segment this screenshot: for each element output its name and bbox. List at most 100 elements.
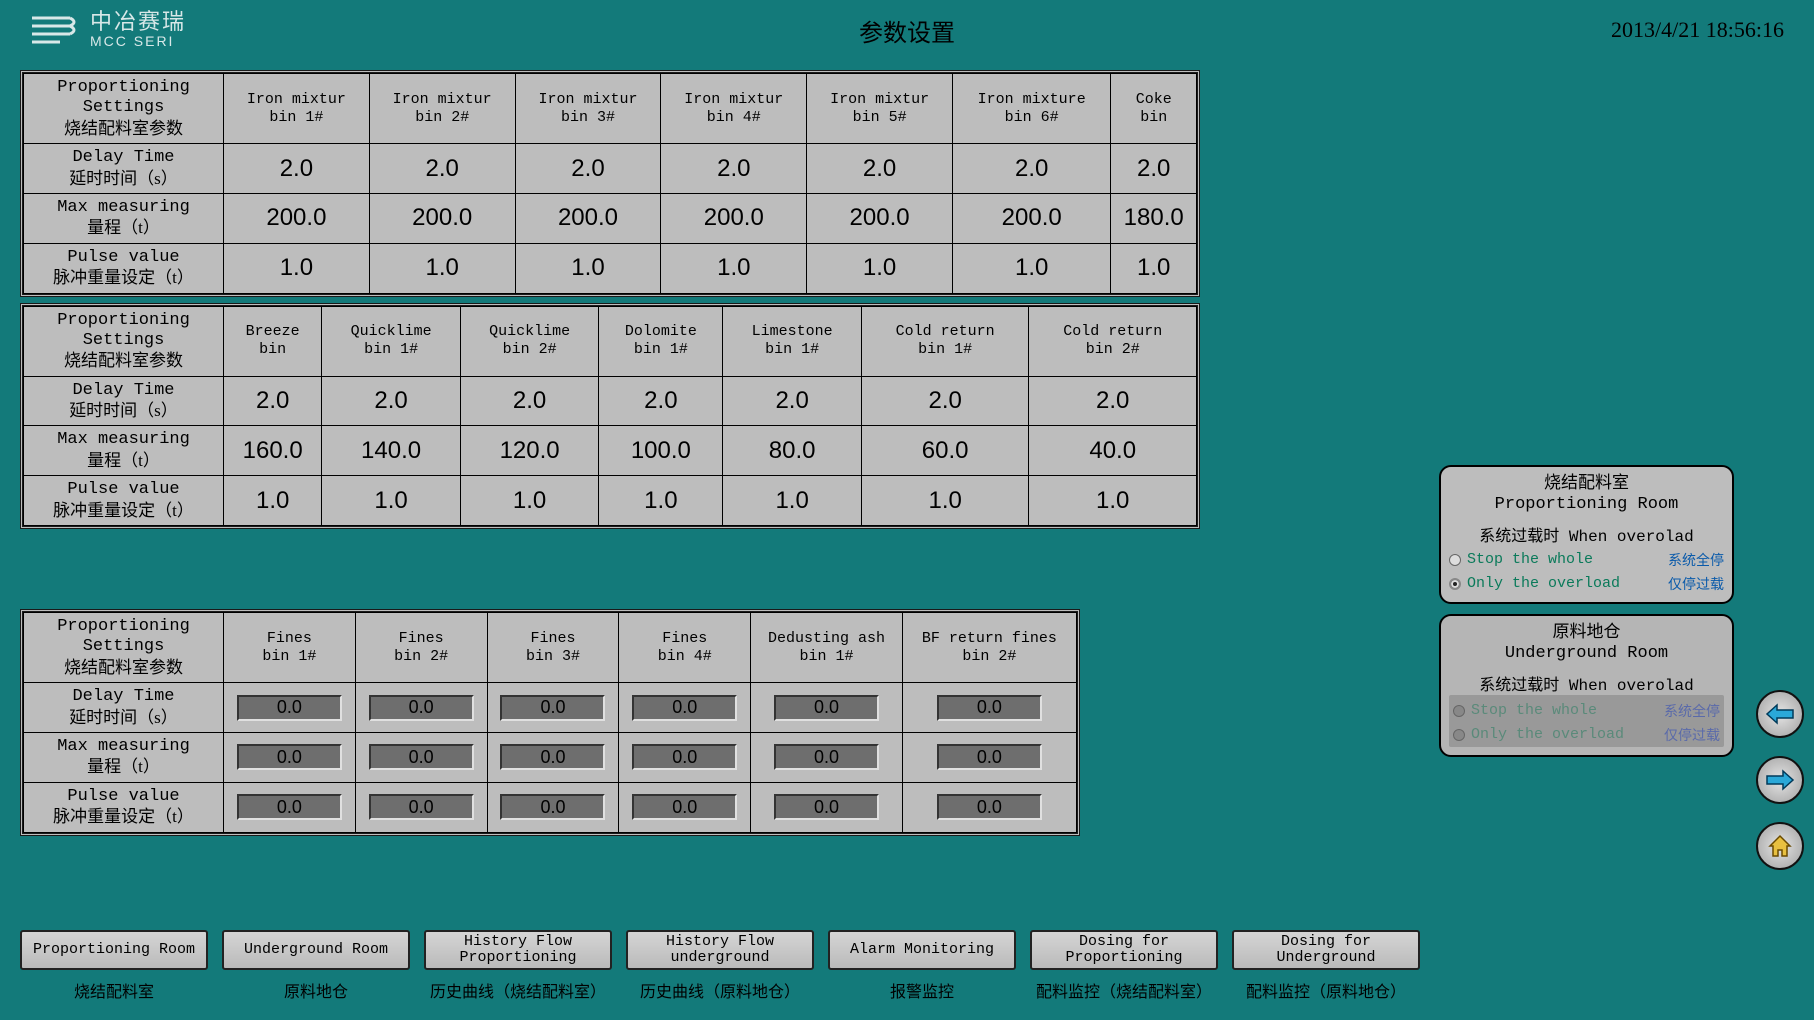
column-header: Finesbin 1#	[224, 613, 356, 683]
column-header: Iron mixturebin 6#	[952, 74, 1110, 144]
param-value-cell[interactable]: 60.0	[861, 426, 1029, 476]
param-value-cell[interactable]: 2.0	[723, 376, 862, 426]
param-input-cell[interactable]: 0.0	[619, 732, 751, 782]
param-value-cell[interactable]: 200.0	[807, 193, 953, 243]
param-table-3: Proportioning Settings烧结配料室参数Finesbin 1#…	[20, 609, 1080, 836]
param-input-cell[interactable]: 0.0	[619, 683, 751, 733]
param-value-cell[interactable]: 1.0	[515, 243, 661, 293]
nav-button-5[interactable]: Dosing forProportioning	[1030, 930, 1218, 970]
proportioning-room-panel: 烧结配料室 Proportioning Room 系统过载时 When over…	[1439, 465, 1734, 604]
param-value-cell[interactable]: 1.0	[460, 476, 599, 526]
param-input-cell[interactable]: 0.0	[751, 732, 903, 782]
param-value-cell[interactable]: 200.0	[369, 193, 515, 243]
radio-icon	[1453, 729, 1465, 741]
param-value-cell[interactable]: 200.0	[952, 193, 1110, 243]
panel2-title-en: Underground Room	[1505, 644, 1668, 663]
column-header: Dedusting ashbin 1#	[751, 613, 903, 683]
param-input-cell[interactable]: 0.0	[751, 782, 903, 832]
company-logo-icon	[30, 12, 80, 47]
param-value-cell[interactable]: 1.0	[224, 243, 370, 293]
param-value-cell[interactable]: 2.0	[369, 144, 515, 194]
column-header: BF return finesbin 2#	[902, 613, 1076, 683]
param-value-cell[interactable]: 2.0	[1029, 376, 1197, 426]
nav-button-0[interactable]: Proportioning Room	[20, 930, 208, 970]
column-header: Cold returnbin 1#	[861, 306, 1029, 376]
panel1-option-stop-whole[interactable]: Stop the whole 系统全停	[1449, 550, 1724, 570]
nav-button-4[interactable]: Alarm Monitoring	[828, 930, 1016, 970]
param-value-cell[interactable]: 1.0	[661, 243, 807, 293]
logo-text-en: MCC SERI	[90, 34, 186, 49]
panel1-title-en: Proportioning Room	[1495, 495, 1679, 514]
nav-label-2: 历史曲线（烧结配料室）	[424, 978, 612, 1002]
radio-icon	[1449, 554, 1461, 566]
param-value-cell[interactable]: 120.0	[460, 426, 599, 476]
param-value-cell[interactable]: 2.0	[952, 144, 1110, 194]
param-value-cell[interactable]: 1.0	[807, 243, 953, 293]
param-input-cell[interactable]: 0.0	[487, 782, 619, 832]
param-input-cell[interactable]: 0.0	[224, 782, 356, 832]
param-value-cell[interactable]: 160.0	[224, 426, 322, 476]
param-value-cell[interactable]: 1.0	[224, 476, 322, 526]
param-input-cell[interactable]: 0.0	[355, 683, 487, 733]
param-value-cell[interactable]: 1.0	[723, 476, 862, 526]
panel1-option-only-overload[interactable]: Only the overload 仅停过载	[1449, 574, 1724, 594]
back-button[interactable]	[1756, 690, 1804, 738]
panel2-option-only-overload[interactable]: Only the overload 仅停过载	[1453, 725, 1720, 745]
nav-button-6[interactable]: Dosing forUnderground	[1232, 930, 1420, 970]
nav-button-3[interactable]: History Flowunderground	[626, 930, 814, 970]
param-value-cell[interactable]: 180.0	[1111, 193, 1197, 243]
param-value-cell[interactable]: 140.0	[322, 426, 461, 476]
radio-icon-selected	[1449, 578, 1461, 590]
nav-button-1[interactable]: Underground Room	[222, 930, 410, 970]
nav-label-5: 配料监控（烧结配料室）	[1030, 978, 1218, 1002]
param-value-cell[interactable]: 1.0	[322, 476, 461, 526]
param-input-cell[interactable]: 0.0	[487, 683, 619, 733]
param-value-cell[interactable]: 100.0	[599, 426, 723, 476]
column-header: Finesbin 3#	[487, 613, 619, 683]
param-value-cell[interactable]: 2.0	[224, 144, 370, 194]
param-value-cell[interactable]: 200.0	[224, 193, 370, 243]
panel2-opt2-en: Only the overload	[1471, 726, 1624, 743]
param-table-2: Proportioning Settings烧结配料室参数BreezebinQu…	[20, 303, 1200, 530]
param-input-cell[interactable]: 0.0	[751, 683, 903, 733]
param-input-cell[interactable]: 0.0	[619, 782, 751, 832]
param-input-cell[interactable]: 0.0	[487, 732, 619, 782]
param-value-cell[interactable]: 1.0	[599, 476, 723, 526]
param-value-cell[interactable]: 2.0	[322, 376, 461, 426]
param-value-cell[interactable]: 1.0	[952, 243, 1110, 293]
param-input-cell[interactable]: 0.0	[902, 732, 1076, 782]
panel1-opt1-cn: 系统全停	[1668, 550, 1724, 570]
param-value-cell[interactable]: 1.0	[1111, 243, 1197, 293]
param-value-cell[interactable]: 200.0	[515, 193, 661, 243]
param-value-cell[interactable]: 2.0	[599, 376, 723, 426]
param-value-cell[interactable]: 2.0	[861, 376, 1029, 426]
panel2-option-stop-whole[interactable]: Stop the whole 系统全停	[1453, 701, 1720, 721]
param-input-cell[interactable]: 0.0	[355, 732, 487, 782]
param-value-cell[interactable]: 2.0	[661, 144, 807, 194]
nav-label-0: 烧结配料室	[20, 978, 208, 1002]
param-value-cell[interactable]: 2.0	[224, 376, 322, 426]
nav-label-1: 原料地仓	[222, 978, 410, 1002]
param-value-cell[interactable]: 80.0	[723, 426, 862, 476]
param-input-cell[interactable]: 0.0	[355, 782, 487, 832]
param-input-cell[interactable]: 0.0	[224, 732, 356, 782]
home-button[interactable]	[1756, 822, 1804, 870]
nav-button-2[interactable]: History FlowProportioning	[424, 930, 612, 970]
param-value-cell[interactable]: 2.0	[1111, 144, 1197, 194]
panel1-opt2-en: Only the overload	[1467, 575, 1620, 592]
param-input-cell[interactable]: 0.0	[902, 782, 1076, 832]
param-value-cell[interactable]: 2.0	[807, 144, 953, 194]
param-value-cell[interactable]: 200.0	[661, 193, 807, 243]
param-value-cell[interactable]: 2.0	[515, 144, 661, 194]
param-value-cell[interactable]: 2.0	[460, 376, 599, 426]
param-value-cell[interactable]: 40.0	[1029, 426, 1197, 476]
column-header: Iron mixturbin 1#	[224, 74, 370, 144]
param-value-cell[interactable]: 1.0	[861, 476, 1029, 526]
param-input-cell[interactable]: 0.0	[224, 683, 356, 733]
param-value-cell[interactable]: 1.0	[1029, 476, 1197, 526]
nav-label-3: 历史曲线（原料地仓）	[626, 978, 814, 1002]
param-input-cell[interactable]: 0.0	[902, 683, 1076, 733]
column-header: Dolomitebin 1#	[599, 306, 723, 376]
forward-button[interactable]	[1756, 756, 1804, 804]
param-value-cell[interactable]: 1.0	[369, 243, 515, 293]
